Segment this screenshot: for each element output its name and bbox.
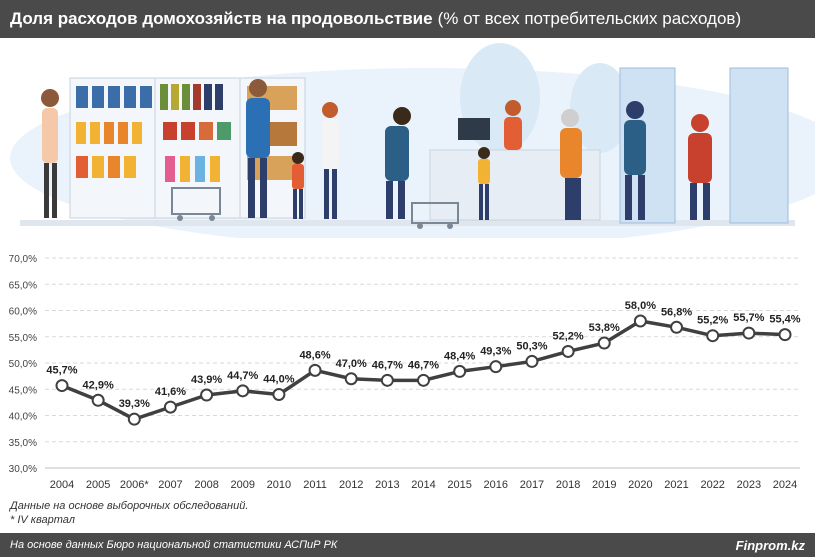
note-quarter: * IV квартал [10,514,75,526]
data-point [200,388,214,402]
y-tick-label: 50,0% [9,359,37,370]
y-tick-label: 30,0% [9,464,37,475]
source-text: На основе данных Бюро национальной стати… [10,539,338,551]
supermarket-illustration [0,38,815,238]
data-labels: 45,7% 42,9% 39,3% 41,6% 43,9% 44,7% 44,0% 48,6%… [46,300,800,410]
data-point [706,329,720,343]
x-tick-label: 2015 [447,479,471,491]
x-tick-label: 2006* [120,479,149,491]
data-point [778,328,792,342]
y-tick-label: 40,0% [9,412,37,423]
y-tick-label: 60,0% [9,307,37,318]
data-point [670,320,684,334]
y-tick-label: 65,0% [9,280,37,291]
data-point [55,379,69,393]
x-tick-label: 2010 [267,479,291,491]
data-label: 46,7% [372,359,403,371]
data-point [561,344,575,358]
data-label: 44,0% [263,374,294,386]
data-point [453,364,467,378]
footer-bar: На основе данных Бюро национальной стати… [0,533,815,557]
x-tick-label: 2020 [628,479,652,491]
data-label: 50,3% [516,340,547,352]
data-point [633,314,647,328]
data-point [91,393,105,407]
x-tick-label: 2013 [375,479,399,491]
data-label: 42,9% [83,379,114,391]
y-axis: 30,0% 35,0% 40,0% 45,0% 50,0% 55,0% 60,0% 65,0%… [9,254,37,475]
illustration-svg [10,43,815,238]
data-point [308,363,322,377]
data-point [380,373,394,387]
x-tick-label: 2004 [50,479,74,491]
x-tick-label: 2017 [520,479,544,491]
data-label: 47,0% [336,358,367,370]
y-tick-label: 70,0% [9,254,37,265]
x-tick-label: 2022 [700,479,724,491]
data-label: 53,8% [589,322,620,334]
note-survey: Данные на основе выборочных обследований… [10,500,249,512]
data-label: 43,9% [191,374,222,386]
data-label: 56,8% [661,306,692,318]
title-bar: Доля расходов домохозяйств на продовольс… [0,0,815,38]
x-tick-label: 2009 [231,479,255,491]
shopping-carts [171,187,459,229]
data-point [236,384,250,398]
x-tick-label: 2021 [664,479,688,491]
x-tick-label: 2024 [773,479,797,491]
y-tick-label: 55,0% [9,333,37,344]
x-tick-label: 2018 [556,479,580,491]
cash-register [458,118,490,140]
data-point [163,400,177,414]
floor [20,220,795,226]
data-point [525,354,539,368]
data-point [344,372,358,386]
x-tick-label: 2011 [303,479,327,491]
chart-subtitle: (% от всех потребительских расходов) [437,9,742,28]
door-right [729,67,789,224]
data-points [55,314,792,426]
x-tick-label: 2023 [737,479,761,491]
x-tick-label: 2012 [339,479,363,491]
grid-lines [45,257,800,469]
chart-title: Доля расходов домохозяйств на продовольс… [10,9,433,28]
data-point [127,412,141,426]
shoppers [41,79,712,220]
brand-logo-text: Finprom.kz [735,537,805,553]
data-label: 55,7% [733,312,764,324]
data-point [742,326,756,340]
data-label: 46,7% [408,359,439,371]
notes: Данные на основе выборочных обследований… [10,499,248,527]
data-label: 55,4% [769,314,800,326]
data-label: 52,2% [552,330,583,342]
y-tick-label: 45,0% [9,385,37,396]
x-tick-label: 2016 [484,479,508,491]
data-label: 55,2% [697,315,728,327]
x-axis: 2004 2005 2006* 2007 2008 2009 2010 2011 2012 201… [50,479,797,491]
data-label: 58,0% [625,300,656,312]
x-tick-label: 2007 [158,479,182,491]
data-label: 39,3% [119,398,150,410]
data-label: 49,3% [480,346,511,358]
x-tick-label: 2014 [411,479,435,491]
line-chart: 30,0% 35,0% 40,0% 45,0% 50,0% 55,0% 60,0% 65,0%… [9,254,801,491]
data-label: 41,6% [155,386,186,398]
data-label: 48,6% [299,349,330,361]
data-point [597,336,611,350]
data-point [489,360,503,374]
data-label: 44,7% [227,370,258,382]
shelf-middle [154,77,241,219]
data-point [417,373,430,387]
x-tick-label: 2008 [194,479,218,491]
x-tick-label: 2019 [592,479,616,491]
x-tick-label: 2005 [86,479,110,491]
data-label: 48,4% [444,350,475,362]
data-label: 45,7% [46,365,77,377]
bg-leaf [570,63,630,153]
data-point [272,388,286,401]
y-tick-label: 35,0% [9,438,37,449]
chart-area: 30,0% 35,0% 40,0% 45,0% 50,0% 55,0% 60,0% 65,0%… [0,240,815,500]
